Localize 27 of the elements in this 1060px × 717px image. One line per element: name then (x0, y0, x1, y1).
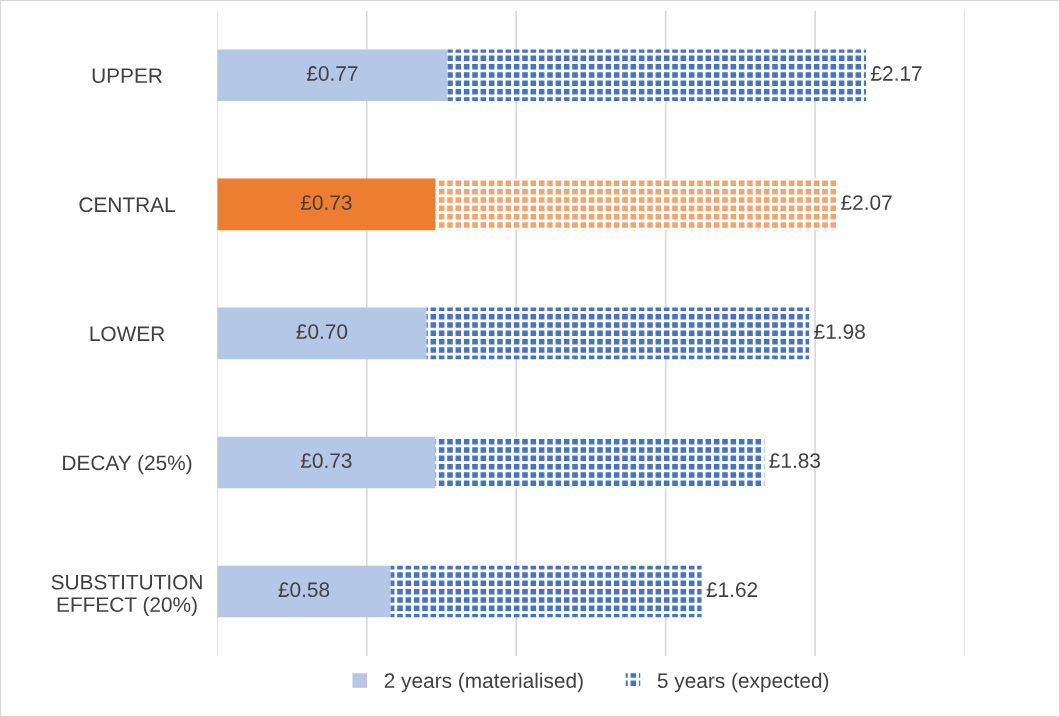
data-label: £0.77 (306, 66, 358, 81)
total-label: £2.07 (841, 195, 892, 210)
bar (435, 436, 765, 489)
bar (426, 307, 810, 360)
bar (447, 49, 866, 102)
data-label: £0.58 (278, 582, 330, 598)
legend-label: 5 years (expected) (657, 672, 829, 693)
bar (217, 436, 436, 489)
data-label: £0.70 (296, 324, 348, 339)
bar (435, 178, 837, 231)
bar (217, 307, 427, 360)
total-label: £2.17 (871, 66, 922, 81)
y-tick-label: CENTRAL (79, 197, 175, 213)
data-label: £0.73 (300, 195, 352, 210)
bar (217, 49, 448, 102)
y-tick-label: UPPER (92, 68, 162, 84)
total-label: £1.62 (706, 582, 758, 598)
total-label: £1.98 (814, 324, 865, 339)
y-tick-label: LOWER (90, 326, 165, 342)
y-tick-label: SUBSTITUTION EFFECT (20%) (51, 574, 202, 617)
y-tick-label: DECAY (25%) (63, 454, 192, 475)
legend-label: 2 years (materialised) (384, 672, 583, 693)
total-label: £1.83 (769, 453, 821, 469)
bar (217, 565, 391, 618)
bar (217, 178, 436, 231)
bar (390, 565, 702, 618)
data-label: £0.73 (300, 453, 352, 469)
